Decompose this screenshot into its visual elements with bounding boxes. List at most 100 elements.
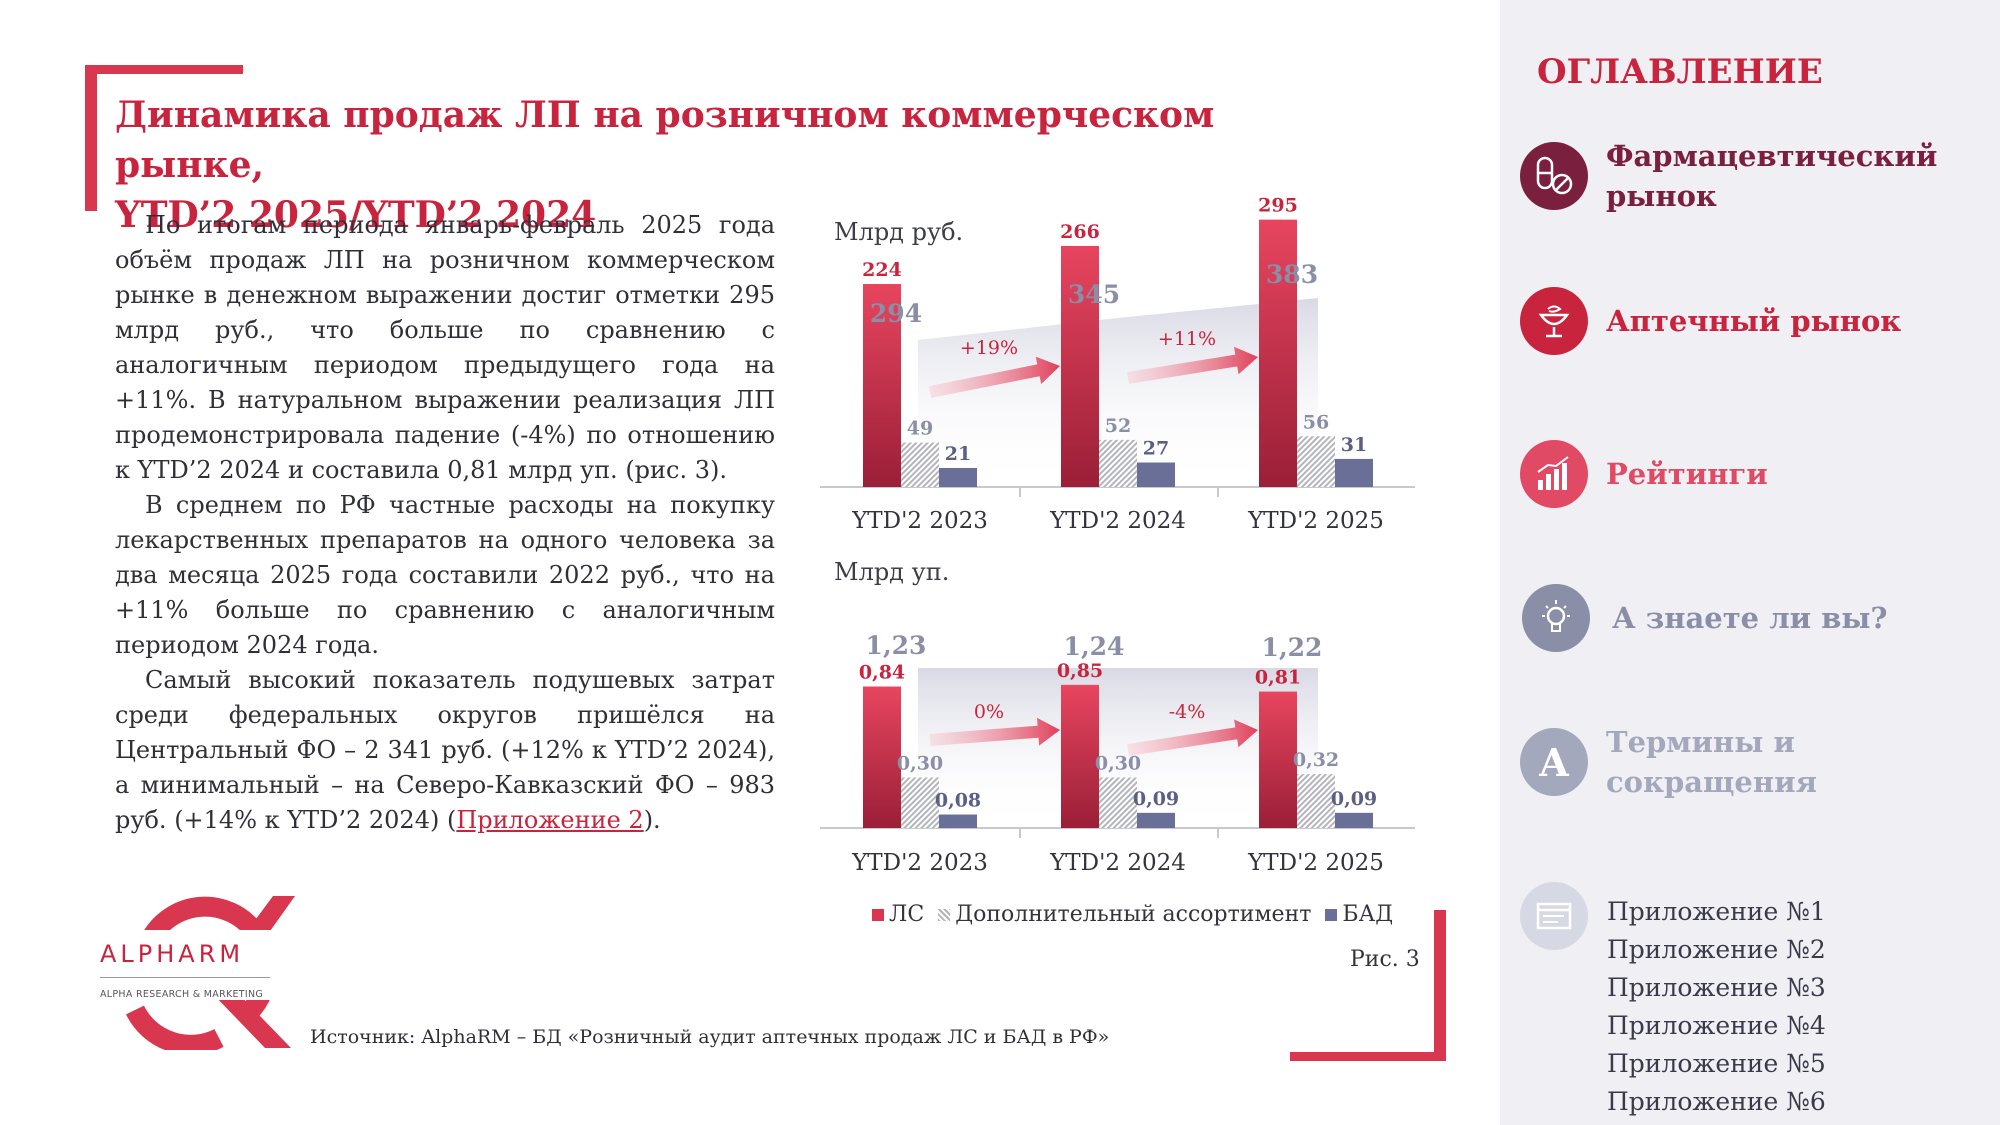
logo-wordmark: ALPHARM (100, 940, 245, 968)
appendix-link-6[interactable]: Приложение №6 (1607, 1087, 1826, 1116)
toc-item-pharmacy-market[interactable]: Аптечный рынок (1520, 287, 1901, 355)
chart-2-label-ls-3: 0,81 (1255, 667, 1301, 689)
appendix-link-3[interactable]: Приложение №3 (1607, 973, 1826, 1002)
chart-1-growth-label-1: +19% (960, 337, 1018, 359)
toc-label-pharmacy-market: Аптечный рынок (1606, 304, 1902, 338)
chart-1-total-2: 345 (1068, 280, 1120, 309)
chart-1-label-bad-3: 31 (1341, 434, 1367, 456)
chart-1-growth-arrow-2 (1127, 346, 1258, 384)
chart-legend: ЛС Дополнительный ассортимент БАД (872, 902, 1393, 927)
legend-label-additional: Дополнительный ассортимент (955, 902, 1312, 927)
chart-2-growth-label-1: 0% (974, 701, 1004, 723)
chart-1-label-additional-1: 49 (907, 418, 933, 440)
toc-label-ratings: Рейтинги (1606, 457, 1768, 491)
toc-item-ratings[interactable]: Рейтинги (1520, 440, 1768, 508)
frame-corner-bottom (1290, 1052, 1446, 1061)
chart-1-bar-ls-1 (863, 284, 901, 487)
chart-2-total-3: 1,22 (1262, 633, 1323, 662)
chart-2-label-bad-1: 0,08 (935, 790, 981, 812)
legend-swatch-bad (1325, 908, 1338, 921)
chart-2-label-additional-1: 0,30 (897, 752, 943, 774)
chart-1-label-bad-1: 21 (945, 443, 971, 465)
chart-2-label-ls-1: 0,84 (859, 662, 905, 684)
paragraph-3: Самый высокий показатель подушевых затра… (115, 663, 775, 838)
appendix-list: Приложение №1 Приложение №2 Приложение №… (1607, 893, 1826, 1121)
chart-1-bar-additional-3 (1297, 436, 1335, 487)
lightbulb-icon (1522, 584, 1590, 652)
paragraph-1: По итогам периода январь-февраль 2025 го… (115, 211, 775, 484)
chart-1-bar-bad-3 (1335, 458, 1373, 487)
appendix-link-5[interactable]: Приложение №5 (1607, 1049, 1826, 1078)
chart-2-growth-arrow-1 (929, 717, 1060, 746)
chart-2-category-1: YTD'2 2023 (851, 850, 988, 876)
chart-1-growth-label-2: +11% (1158, 328, 1216, 350)
page-title-line-1: Динамика продаж ЛП на розничном коммерче… (115, 94, 1215, 186)
chart-2-category-3: YTD'2 2025 (1247, 850, 1384, 876)
letter-a-icon: A (1520, 728, 1588, 796)
letter-a-glyph: A (1539, 739, 1569, 785)
chart-1-label-bad-2: 27 (1143, 438, 1169, 460)
chart-2-category-2: YTD'2 2024 (1049, 850, 1186, 876)
chart-2-bar-ls-3 (1259, 691, 1297, 828)
chart-2-bar-ls-1 (863, 686, 901, 828)
chart-2-bar-additional-3 (1297, 774, 1335, 828)
chart-2-label-bad-3: 0,09 (1331, 788, 1377, 810)
chart-2-growth-arrow-2 (1127, 719, 1258, 756)
toc-label-terms-line-2: сокращения (1606, 765, 1818, 799)
toc-item-pharma-market[interactable]: Фармацевтический рынок (1520, 136, 1937, 216)
chart-2-label-bad-2: 0,09 (1133, 788, 1179, 810)
source-note: Источник: AlphaRM – БД «Розничный аудит … (310, 1026, 1110, 1048)
chart-2-total-area (918, 668, 1318, 828)
legend-label-bad: БАД (1342, 902, 1394, 927)
chart-1-total-1: 294 (870, 299, 922, 328)
frame-corner-right (1434, 910, 1446, 1061)
chart-2-bar-bad-1 (939, 814, 977, 828)
appendix-2-link[interactable]: Приложение 2 (456, 806, 644, 834)
chart-2-label-ls-2: 0,85 (1057, 660, 1103, 682)
frame-corner-left (85, 65, 97, 211)
paragraph-3-end: ). (643, 806, 661, 834)
legend-swatch-additional (938, 908, 951, 921)
paragraph-2: В среднем по РФ частные расходы на покуп… (115, 491, 775, 659)
appendix-link-2[interactable]: Приложение №2 (1607, 935, 1826, 964)
page-title: Динамика продаж ЛП на розничном коммерче… (115, 90, 1345, 240)
legend-label-ls: ЛС (889, 902, 925, 927)
chart-1-bar-bad-1 (939, 467, 977, 487)
chart-1-category-1: YTD'2 2023 (851, 508, 988, 534)
legend-item-ls: ЛС (872, 902, 924, 927)
chart-2-label-additional-2: 0,30 (1095, 752, 1141, 774)
appendix-link-1[interactable]: Приложение №1 (1607, 897, 1826, 926)
chart-1-label-ls-3: 295 (1258, 195, 1298, 217)
chart-2-bar-additional-1 (901, 777, 939, 828)
chart-2-total-1: 1,23 (866, 631, 927, 660)
chart-1-bar-additional-1 (901, 442, 939, 487)
toc-label-pharma-market: Фармацевтический рынок (1606, 136, 1937, 216)
logo-divider (100, 977, 270, 978)
toc-title: ОГЛАВЛЕНИЕ (1537, 52, 1823, 92)
toc-item-did-you-know[interactable]: А знаете ли вы? (1522, 584, 1887, 652)
chart-1-label-additional-3: 56 (1303, 411, 1329, 433)
chart-1-bar-additional-2 (1099, 439, 1137, 487)
chart-2-growth-label-2: -4% (1169, 701, 1206, 723)
document-icon (1520, 882, 1588, 950)
legend-swatch-ls (872, 908, 884, 921)
alpharm-logo (95, 896, 295, 1050)
chart-2-total-2: 1,24 (1064, 632, 1125, 661)
chart-1-unit-label: Млрд руб. (834, 218, 964, 246)
figure-label: Рис. 3 (1350, 947, 1420, 972)
chart-1-bar-bad-2 (1137, 462, 1175, 487)
chart-1-growth-arrow-1 (928, 356, 1060, 398)
toc-label-terms: Термины и сокращения (1606, 722, 1817, 802)
chart-2-bar-bad-2 (1137, 812, 1175, 828)
chart-2-unit-label: Млрд уп. (834, 558, 950, 586)
legend-item-bad: БАД (1325, 902, 1393, 927)
toc-label-pharma-line-2: рынок (1606, 179, 1717, 213)
chart-2-bar-bad-3 (1335, 812, 1373, 828)
chart-2-bar-ls-2 (1061, 684, 1099, 828)
toc-item-terms[interactable]: A Термины и сокращения (1520, 722, 1817, 802)
toc-label-did-you-know: А знаете ли вы? (1612, 601, 1888, 635)
pharmacy-bowl-icon (1520, 287, 1588, 355)
appendix-link-4[interactable]: Приложение №4 (1607, 1011, 1826, 1040)
chart-2-bar-additional-2 (1099, 777, 1137, 828)
chart-1-total-area (918, 298, 1318, 487)
